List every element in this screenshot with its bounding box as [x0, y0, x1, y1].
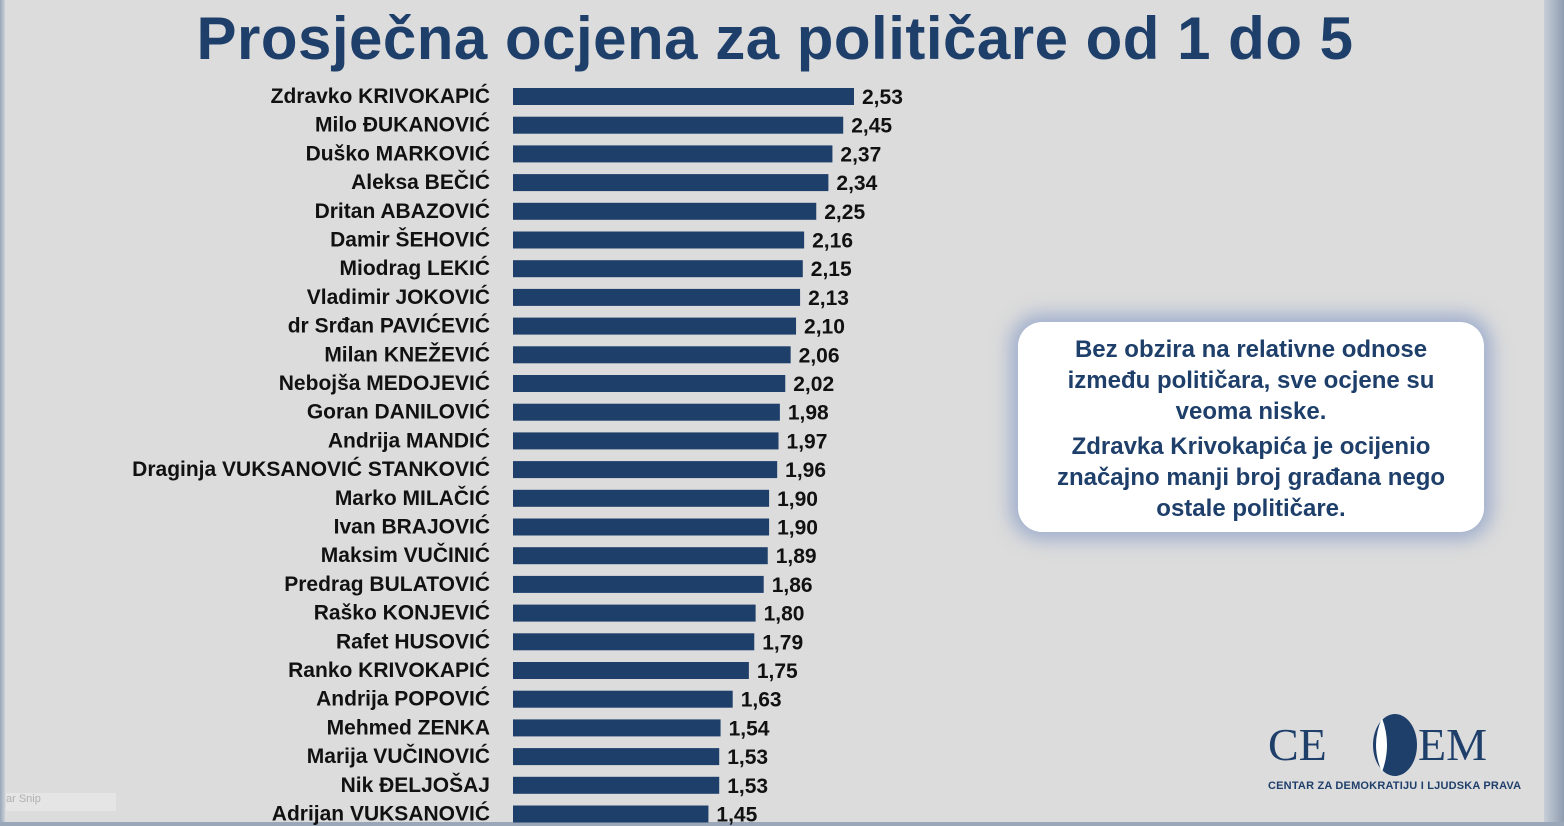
- value-label: 2,16: [812, 230, 853, 253]
- bar: [513, 690, 733, 708]
- value-label: 1,96: [785, 459, 826, 482]
- category-label: Andrija MANDIĆ: [328, 428, 490, 452]
- value-label: 2,53: [862, 86, 903, 109]
- bar: [513, 776, 720, 794]
- bar: [513, 174, 829, 192]
- value-label: 1,98: [788, 402, 829, 425]
- watermark: ar Snip: [6, 793, 116, 811]
- category-label: Draginja VUKSANOVIĆ STANKOVIĆ: [132, 457, 490, 481]
- value-label: 2,15: [811, 258, 852, 281]
- category-label: Miodrag LEKIĆ: [340, 256, 491, 280]
- value-label: 2,25: [824, 201, 865, 224]
- value-label: 1,97: [787, 430, 828, 453]
- frame-right: [1544, 0, 1564, 826]
- category-label: Andrija POPOVIĆ: [316, 687, 490, 711]
- value-label: 1,53: [727, 775, 768, 798]
- bar: [513, 288, 801, 306]
- bar: [513, 88, 854, 105]
- value-label: 1,53: [727, 746, 768, 769]
- bar: [513, 633, 755, 651]
- bar: [513, 575, 764, 593]
- cedem-logo: CE EM CENTAR ZA DEMOKRATIJU I LJUDSKA PR…: [1268, 708, 1522, 798]
- category-label: Damir ŠEHOVIĆ: [330, 228, 490, 252]
- bar: [513, 145, 833, 163]
- category-label: Ivan BRAJOVIĆ: [334, 515, 490, 539]
- note-box: Bez obzira na relativne odnose između po…: [1018, 322, 1484, 532]
- note-paragraph-2: Zdravka Krivokapića je ocijenio značajno…: [1056, 433, 1446, 522]
- category-label: Goran DANILOVIĆ: [307, 400, 490, 424]
- category-label: Rafet HUSOVIĆ: [336, 629, 490, 653]
- value-label: 2,13: [808, 287, 849, 310]
- value-label: 1,80: [764, 603, 805, 626]
- bar: [513, 346, 791, 364]
- category-label: Predrag BULATOVIĆ: [284, 572, 490, 596]
- bar: [513, 202, 817, 220]
- bar: [513, 662, 749, 679]
- value-label: 1,54: [729, 717, 770, 740]
- bar: [513, 231, 805, 249]
- category-label: Milo ĐUKANOVIĆ: [315, 113, 490, 137]
- value-label: 1,89: [776, 545, 817, 568]
- category-label: Nebojša MEDOJEVIĆ: [279, 371, 490, 395]
- frame-left: [0, 0, 5, 826]
- category-label: Mehmed ZENKA: [327, 716, 490, 739]
- bar: [513, 116, 844, 134]
- value-label: 1,90: [777, 488, 818, 511]
- category-label: Ranko KRIVOKAPIĆ: [288, 658, 490, 682]
- logo-text-right: EM: [1418, 719, 1487, 770]
- category-label: Milan KNEŽEVIĆ: [324, 342, 490, 366]
- value-label: 1,63: [741, 689, 782, 712]
- value-label: 1,79: [762, 631, 803, 654]
- category-label: Nik ĐELJOŠAJ: [341, 773, 490, 797]
- logo-mark-icon: [1373, 714, 1417, 776]
- category-label: Marija VUČINOVIĆ: [307, 744, 490, 768]
- category-label: Zdravko KRIVOKAPIĆ: [271, 84, 490, 108]
- bar: [513, 432, 779, 450]
- bar: [513, 805, 709, 823]
- bar: [513, 547, 768, 565]
- chart-title: Prosječna ocjena za političare od 1 do 5: [196, 5, 1354, 72]
- bar: [513, 403, 780, 421]
- category-label: Maksim VUČINIĆ: [321, 543, 490, 567]
- bar: [513, 489, 770, 507]
- category-label: Duško MARKOVIĆ: [306, 141, 490, 165]
- bar: [513, 317, 797, 335]
- value-label: 2,06: [799, 344, 840, 367]
- value-label: 1,45: [716, 804, 757, 826]
- category-label: Vladimir JOKOVIĆ: [307, 285, 490, 309]
- logo-text-left: CE: [1268, 719, 1327, 770]
- category-label: Adrijan VUKSANOVIĆ: [272, 802, 490, 826]
- bar: [513, 375, 786, 392]
- category-label: Marko MILAČIĆ: [335, 486, 490, 510]
- value-label: 1,86: [772, 574, 813, 597]
- bar: [513, 719, 721, 737]
- value-label: 2,37: [840, 143, 881, 166]
- value-label: 2,45: [851, 115, 892, 138]
- value-label: 2,02: [793, 373, 834, 396]
- bar: [513, 748, 720, 766]
- value-label: 2,34: [836, 172, 877, 195]
- category-label: Aleksa BEČIĆ: [351, 170, 490, 194]
- category-label: Raško KONJEVIĆ: [314, 601, 490, 625]
- frame-bottom: [0, 822, 1564, 826]
- value-label: 1,75: [757, 660, 798, 683]
- logo-subtitle: CENTAR ZA DEMOKRATIJU I LJUDSKA PRAVA: [1268, 780, 1522, 792]
- note-paragraph-1: Bez obzira na relativne odnose između po…: [1067, 336, 1435, 425]
- category-label: dr Srđan PAVIĆEVIĆ: [288, 314, 490, 338]
- category-label: Dritan ABAZOVIĆ: [315, 199, 490, 223]
- bar: [513, 461, 778, 479]
- bar: [513, 260, 803, 278]
- bar: [513, 518, 770, 536]
- value-label: 1,90: [777, 517, 818, 540]
- bar: [513, 604, 756, 622]
- bar-chart: Zdravko KRIVOKAPIĆ 2,53 Milo ĐUKANOVIĆ 2,45…: [132, 84, 903, 826]
- value-label: 2,10: [804, 316, 845, 339]
